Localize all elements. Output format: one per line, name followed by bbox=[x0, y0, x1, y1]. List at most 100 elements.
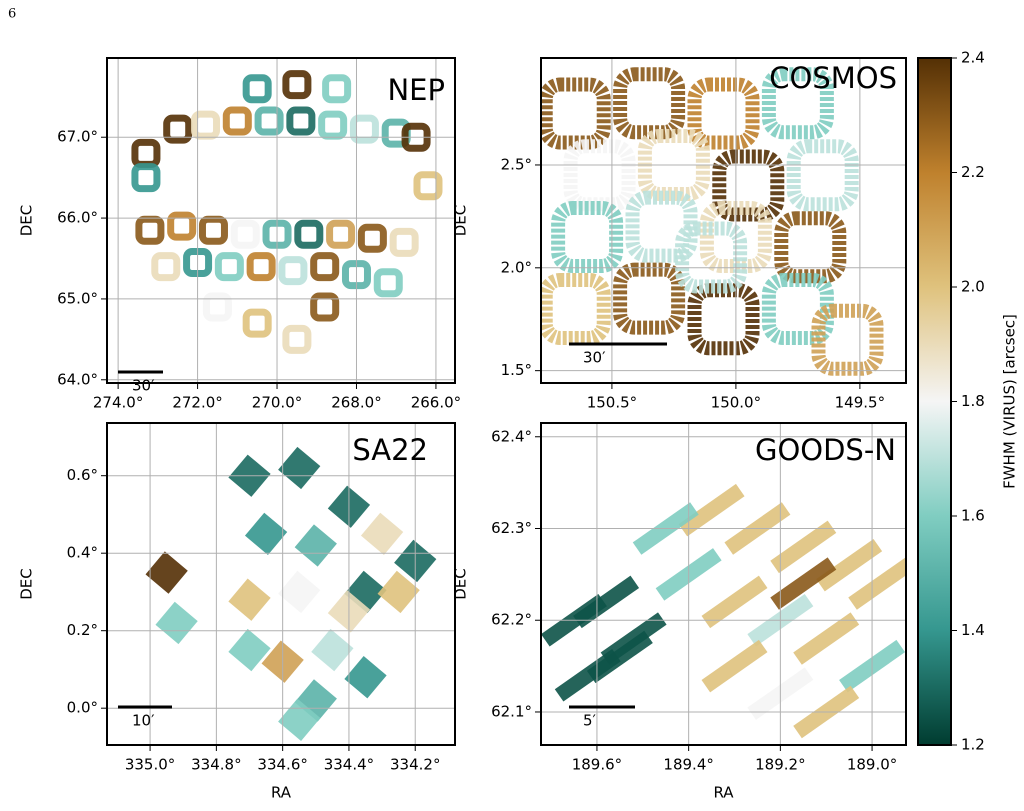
x-tick-label: 150.5° bbox=[587, 394, 637, 412]
footprint bbox=[230, 219, 260, 249]
y-tick-label: 1.5° bbox=[501, 361, 532, 379]
footprint bbox=[311, 628, 354, 672]
footprint bbox=[793, 612, 860, 665]
y-tick-label: 2.5° bbox=[501, 155, 532, 173]
y-axis-label: DEC bbox=[18, 205, 36, 237]
footprint bbox=[246, 252, 276, 282]
x-tick-label: 189.6° bbox=[572, 756, 622, 774]
colorbar-tick-label: 2.4 bbox=[961, 49, 985, 67]
plot-area bbox=[131, 70, 443, 354]
y-tick-label: 62.3° bbox=[491, 519, 532, 537]
colorbar-label: FWHM (VIRUS) [arcsec] bbox=[1001, 314, 1019, 489]
footprint bbox=[541, 77, 611, 150]
footprint bbox=[278, 698, 321, 741]
y-tick-label: 62.1° bbox=[491, 702, 532, 720]
panel-title: GOODS-N bbox=[755, 433, 896, 467]
y-tick-label: 0.6° bbox=[67, 466, 98, 484]
footprint bbox=[244, 512, 288, 555]
y-tick-label: 64.0° bbox=[57, 370, 98, 388]
footprint bbox=[191, 110, 221, 140]
colorbar-tick-label: 2.0 bbox=[961, 278, 985, 296]
x-axis-label: RA bbox=[713, 784, 734, 802]
y-tick-label: 0.0° bbox=[67, 699, 98, 717]
y-tick-label: 65.0° bbox=[57, 289, 98, 307]
footprint bbox=[701, 639, 768, 693]
footprint bbox=[198, 215, 228, 245]
panel: 274.0° 272.0° 270.0° 268.0° 266.0° 64.0° 65.0°… bbox=[18, 57, 461, 412]
footprint bbox=[242, 74, 272, 104]
footprint bbox=[282, 324, 312, 354]
y-tick-label: 67.0° bbox=[57, 128, 98, 146]
footprint bbox=[786, 139, 859, 212]
footprint bbox=[761, 272, 834, 345]
footprint bbox=[228, 628, 271, 672]
axes-frame bbox=[106, 57, 456, 384]
x-tick-label: 266.0° bbox=[411, 394, 461, 412]
x-tick-label: 335.0° bbox=[125, 756, 175, 774]
y-axis-label: DEC bbox=[452, 568, 470, 600]
footprint bbox=[145, 551, 188, 594]
x-tick-label: 334.4° bbox=[324, 756, 374, 774]
x-tick-label: 189.0° bbox=[847, 756, 897, 774]
footprint bbox=[222, 106, 252, 136]
scale-label: 30′ bbox=[132, 377, 155, 395]
footprint bbox=[202, 292, 232, 322]
footprint bbox=[278, 446, 321, 490]
scale-label: 30′ bbox=[583, 349, 606, 367]
footprint bbox=[228, 578, 271, 621]
footprint bbox=[613, 262, 686, 335]
footprint bbox=[254, 106, 284, 136]
x-tick-label: 274.0° bbox=[93, 394, 143, 412]
footprint bbox=[373, 268, 403, 298]
footprint bbox=[848, 557, 906, 610]
footprint bbox=[310, 252, 340, 282]
panel: 189.6° 189.4° 189.2° 189.0° 62.1° 62.2° 62.3° 6… bbox=[452, 422, 907, 802]
footprint bbox=[344, 656, 387, 699]
colorbar-tick-label: 1.6 bbox=[961, 507, 985, 525]
footprint bbox=[135, 215, 165, 245]
axes-frame bbox=[540, 57, 907, 384]
colorbar-tick-label: 1.8 bbox=[961, 392, 985, 410]
colorbar-tick-label: 1.2 bbox=[961, 736, 985, 754]
footprint bbox=[541, 272, 611, 345]
y-axis-label: DEC bbox=[452, 205, 470, 237]
plot-area bbox=[145, 446, 437, 741]
y-tick-label: 66.0° bbox=[57, 209, 98, 227]
x-tick-label: 189.2° bbox=[755, 756, 805, 774]
x-tick-label: 268.0° bbox=[331, 394, 381, 412]
y-tick-label: 2.0° bbox=[501, 258, 532, 276]
footprint bbox=[151, 252, 181, 282]
footprint bbox=[413, 171, 443, 201]
plot-area bbox=[541, 67, 884, 376]
x-tick-label: 334.8° bbox=[191, 756, 241, 774]
footprint bbox=[551, 200, 624, 273]
y-tick-label: 62.2° bbox=[491, 611, 532, 629]
footprint bbox=[811, 303, 884, 376]
x-tick-label: 270.0° bbox=[252, 394, 302, 412]
footprint bbox=[214, 252, 244, 282]
footprint bbox=[770, 520, 837, 574]
x-tick-label: 150.0° bbox=[711, 394, 761, 412]
x-tick-label: 149.5° bbox=[835, 394, 885, 412]
footprint bbox=[131, 163, 161, 193]
footprint bbox=[761, 67, 834, 140]
footprint bbox=[131, 138, 161, 168]
footprint bbox=[360, 512, 404, 555]
colorbar-tick-label: 2.2 bbox=[961, 163, 985, 181]
footprint bbox=[770, 557, 837, 610]
axes-frame bbox=[106, 422, 456, 746]
footprint bbox=[625, 190, 698, 263]
footprint bbox=[563, 139, 636, 212]
colorbar bbox=[917, 57, 952, 746]
footprint bbox=[322, 74, 352, 104]
axes-frame bbox=[540, 422, 907, 746]
y-tick-label: 62.4° bbox=[491, 427, 532, 445]
panel: 150.5° 150.0° 149.5° 1.5° 2.0° 2.5° COSMOS 30′ D… bbox=[452, 57, 907, 412]
footprint bbox=[586, 630, 653, 684]
panel-title: SA22 bbox=[352, 433, 428, 467]
footprint bbox=[318, 110, 348, 140]
footprint bbox=[282, 70, 312, 100]
footprint bbox=[167, 211, 197, 241]
footprint bbox=[294, 524, 337, 567]
